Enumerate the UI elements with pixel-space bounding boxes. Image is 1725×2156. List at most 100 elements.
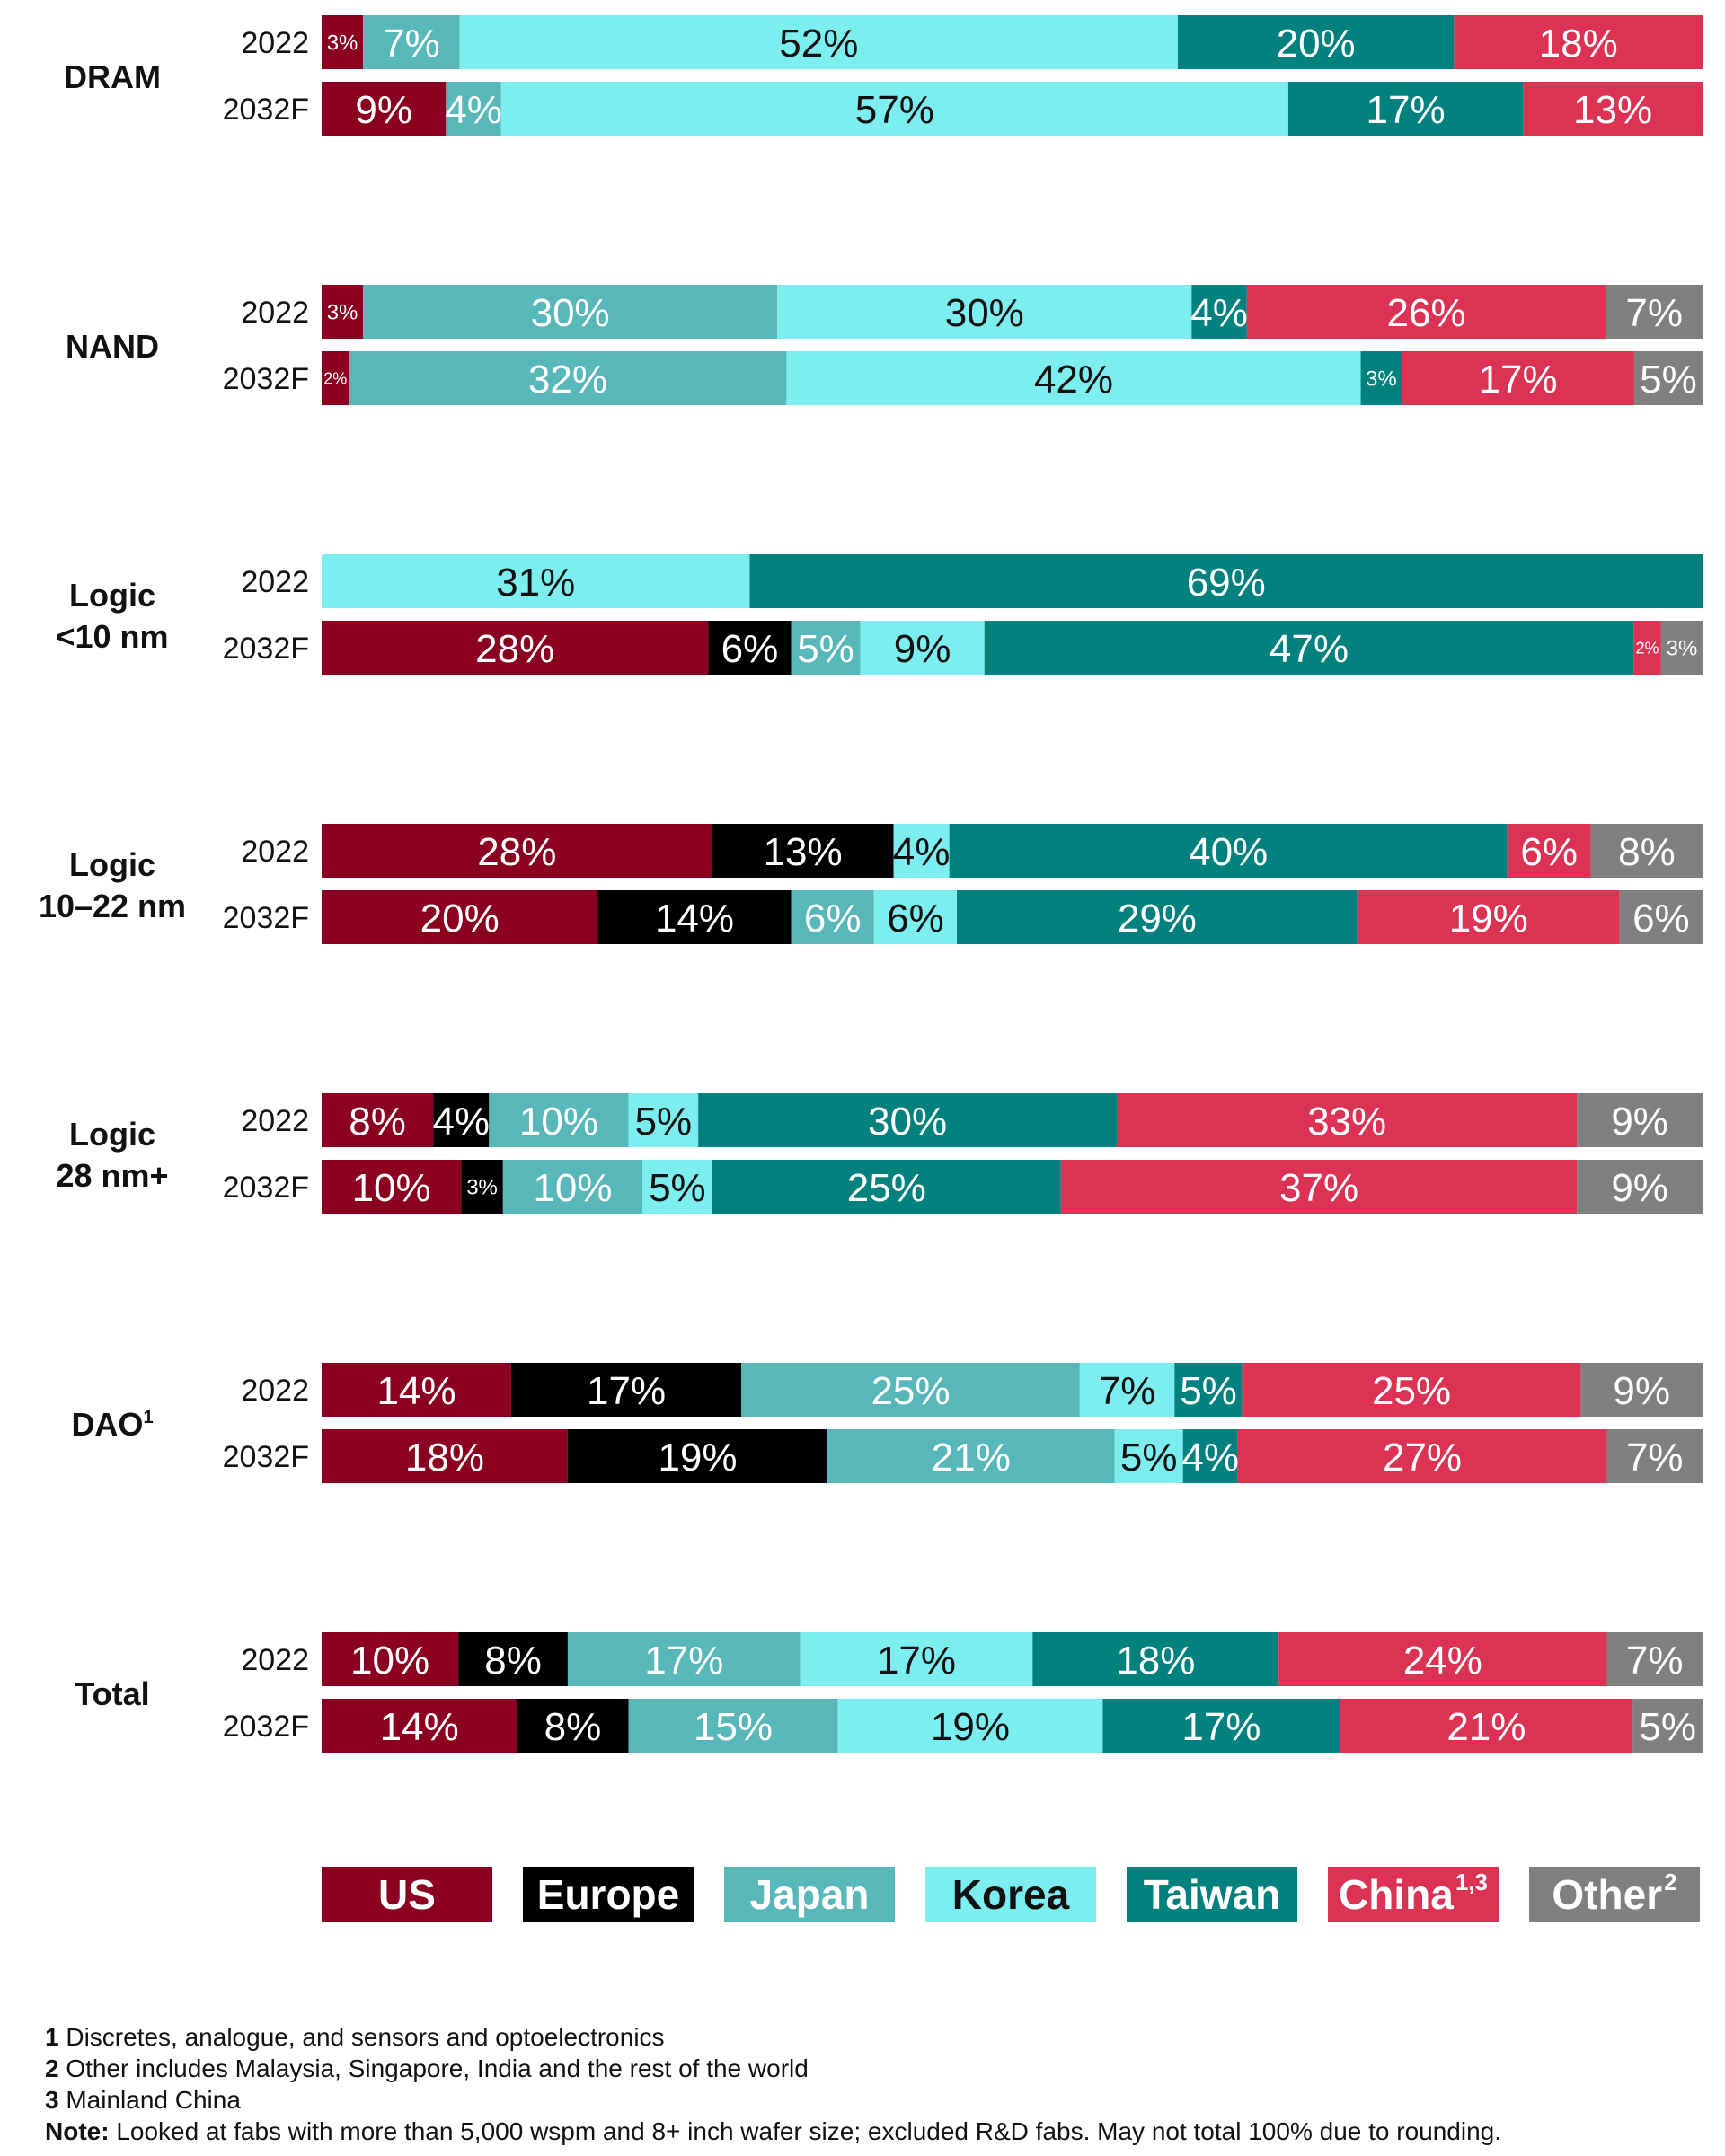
- bar-segment: [322, 15, 364, 69]
- data-label: 17%: [1181, 1705, 1261, 1749]
- data-label: 18%: [1116, 1639, 1195, 1683]
- data-label: 4%: [1190, 291, 1248, 335]
- data-label: 3%: [1667, 637, 1698, 661]
- bar-segment: [984, 621, 1634, 675]
- bar-segment: [363, 15, 460, 69]
- data-label: 7%: [1626, 1639, 1684, 1683]
- data-label: 3%: [466, 1176, 498, 1200]
- bar-group: DRAM 2022 3% 7% 52% 20% 18% 2032F 9% 4% 57% 17% 13%: [64, 15, 1703, 136]
- data-label: 20%: [1277, 22, 1356, 66]
- data-label: 6%: [804, 897, 862, 941]
- bar-segment: [1102, 1699, 1340, 1753]
- year-label: 2022: [241, 26, 309, 60]
- data-label: 8%: [1618, 830, 1676, 874]
- category-label: Logic 28 nm+: [56, 1116, 168, 1194]
- data-label: 5%: [1120, 1436, 1178, 1480]
- data-label: 28%: [475, 627, 554, 671]
- bar-segment: [698, 1093, 1117, 1147]
- data-label: 21%: [932, 1436, 1011, 1480]
- bar-segment: [628, 1093, 699, 1147]
- bar-segment: [749, 554, 1703, 608]
- data-label: 17%: [1479, 358, 1558, 402]
- bar-segment: [1577, 1093, 1703, 1147]
- data-label: 30%: [868, 1100, 947, 1144]
- year-label: 2022: [241, 1374, 309, 1408]
- data-label: 6%: [887, 897, 944, 941]
- bar-segment: [949, 824, 1508, 878]
- data-label: 13%: [1573, 88, 1652, 132]
- footnote-1: 1 Discretes, analogue, and sensors and o…: [45, 2023, 665, 2051]
- bar-group: NAND 2022 3% 30% 30% 4% 26% 7% 2032F 2% 32% 42% 3% 17…: [66, 285, 1703, 405]
- bar-segment: [1580, 1363, 1703, 1417]
- year-label: 2022: [241, 1104, 309, 1138]
- legend-item: China 1,3: [1328, 1867, 1499, 1922]
- data-label: 29%: [1118, 897, 1197, 941]
- data-label: 37%: [1279, 1166, 1358, 1210]
- bar-segment: [322, 285, 364, 339]
- bar-segment: [567, 1632, 801, 1686]
- data-label: 2%: [323, 369, 347, 387]
- year-label: 2032F: [223, 1710, 309, 1744]
- data-label: 17%: [1367, 88, 1446, 132]
- data-label: 57%: [855, 88, 934, 132]
- bar-segment: [741, 1363, 1080, 1417]
- data-label: 14%: [380, 1705, 459, 1749]
- footnote-3: 3 Mainland China: [45, 2086, 241, 2114]
- bar-group: Logic 10–22 nm 2022 28% 13% 4% 40% 6% 8% 2032F 20%…: [39, 824, 1703, 944]
- legend-item: Japan: [724, 1867, 895, 1922]
- data-label: 4%: [893, 830, 951, 874]
- bar-segment: [1357, 890, 1620, 944]
- bar-segment: [500, 82, 1288, 136]
- data-label: 25%: [847, 1166, 926, 1210]
- data-label: 30%: [945, 291, 1024, 335]
- bar-segment: [1174, 1363, 1243, 1417]
- data-label: 14%: [655, 897, 734, 941]
- bar-segment: [777, 285, 1192, 339]
- bar-segment: [322, 1632, 459, 1686]
- bar-segment: [322, 890, 598, 944]
- category-label: Logic <10 nm: [56, 577, 168, 655]
- chart-legend: US Europe Japan Korea Taiwan China 1,3 Other 2: [0, 1867, 1725, 1924]
- bar-segment: [957, 890, 1358, 944]
- year-label: 2022: [241, 296, 309, 330]
- data-label: 8%: [349, 1100, 406, 1144]
- data-label: 8%: [484, 1639, 542, 1683]
- data-label: 3%: [1366, 367, 1397, 392]
- data-label: 7%: [383, 22, 440, 66]
- bar-segment: [873, 890, 958, 944]
- bar-segment: [712, 1160, 1061, 1214]
- data-label: 10%: [352, 1166, 431, 1210]
- data-label: 9%: [1613, 1369, 1670, 1413]
- data-label: 28%: [477, 830, 556, 874]
- data-label: 26%: [1387, 291, 1466, 335]
- bar-segment: [459, 15, 1178, 69]
- category-label: DRAM: [64, 58, 161, 95]
- data-label: 5%: [1639, 1705, 1696, 1749]
- data-label: 5%: [635, 1100, 693, 1144]
- legend-item: Korea: [925, 1867, 1096, 1922]
- data-label: 9%: [894, 627, 951, 671]
- footnotes: 1 Discretes, analogue, and sensors and o…: [45, 2021, 1689, 2147]
- data-label: 4%: [1181, 1436, 1239, 1480]
- bar-segment: [1606, 1632, 1703, 1686]
- data-label: 5%: [1180, 1369, 1237, 1413]
- bar-segment: [1454, 15, 1703, 69]
- data-label: 25%: [871, 1369, 950, 1413]
- data-label: 4%: [432, 1100, 490, 1144]
- year-label: 2032F: [223, 93, 309, 127]
- data-label: 31%: [496, 561, 575, 605]
- data-label: 6%: [1632, 897, 1690, 941]
- category-label: Logic 10–22 nm: [39, 846, 186, 924]
- bar-segment: [322, 351, 349, 405]
- bar-segment: [458, 1632, 568, 1686]
- bar-segment: [1577, 1160, 1703, 1214]
- bar-segment: [1340, 1699, 1633, 1753]
- bar-segment: [510, 1363, 742, 1417]
- data-label: 3%: [327, 301, 358, 325]
- data-label: 33%: [1307, 1100, 1386, 1144]
- bar-segment: [786, 351, 1361, 405]
- data-label: 10%: [519, 1100, 598, 1144]
- bar-segment: [1079, 1363, 1175, 1417]
- bar-segment: [1360, 351, 1402, 405]
- data-label: 14%: [376, 1369, 456, 1413]
